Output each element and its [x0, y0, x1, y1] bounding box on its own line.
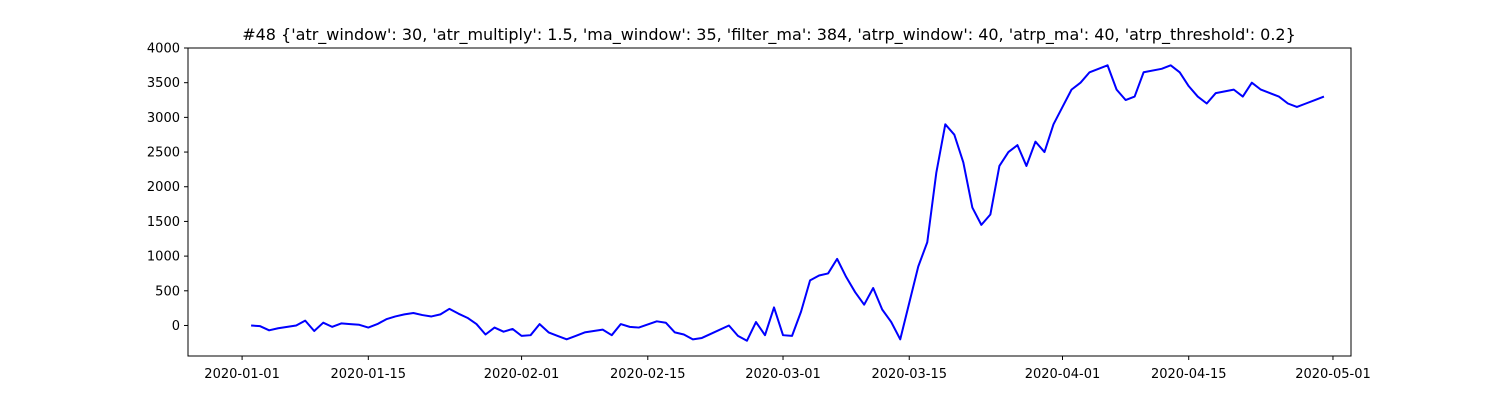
- y-tick-label: 0: [172, 319, 180, 334]
- series-layer: [251, 64, 1325, 342]
- y-tick-label: 3000: [147, 111, 180, 126]
- y-tick-label: 2000: [147, 180, 180, 195]
- x-tick-label: 2020-02-01: [484, 367, 560, 382]
- x-tick-label: 2020-03-01: [745, 367, 821, 382]
- y-tick-label: 500: [155, 284, 180, 299]
- y-tick-label: 2500: [147, 146, 180, 161]
- x-tick-label: 2020-01-15: [331, 367, 407, 382]
- plot-area-frame: [187, 47, 1352, 357]
- y-tick-label: 3500: [147, 76, 180, 91]
- x-tick-label: 2020-04-15: [1151, 367, 1227, 382]
- x-tick-label: 2020-04-01: [1025, 367, 1101, 382]
- x-tick-label: 2020-05-01: [1295, 367, 1371, 382]
- x-tick-label: 2020-01-01: [204, 367, 280, 382]
- chart-title: #48 {'atr_window': 30, 'atr_multiply': 1…: [242, 25, 1296, 45]
- y-axis: 0 500 1000 1500 2000 2500 3000 3500 4000: [147, 42, 188, 334]
- y-tick-label: 1000: [147, 250, 180, 265]
- series-line: [251, 64, 1325, 342]
- x-tick-label: 2020-03-15: [871, 367, 947, 382]
- y-tick-label: 4000: [147, 42, 180, 57]
- y-tick-label: 1500: [147, 215, 180, 230]
- x-tick-label: 2020-02-15: [610, 367, 686, 382]
- x-axis: 2020-01-01 2020-01-15 2020-02-01 2020-02-15…: [204, 356, 1371, 382]
